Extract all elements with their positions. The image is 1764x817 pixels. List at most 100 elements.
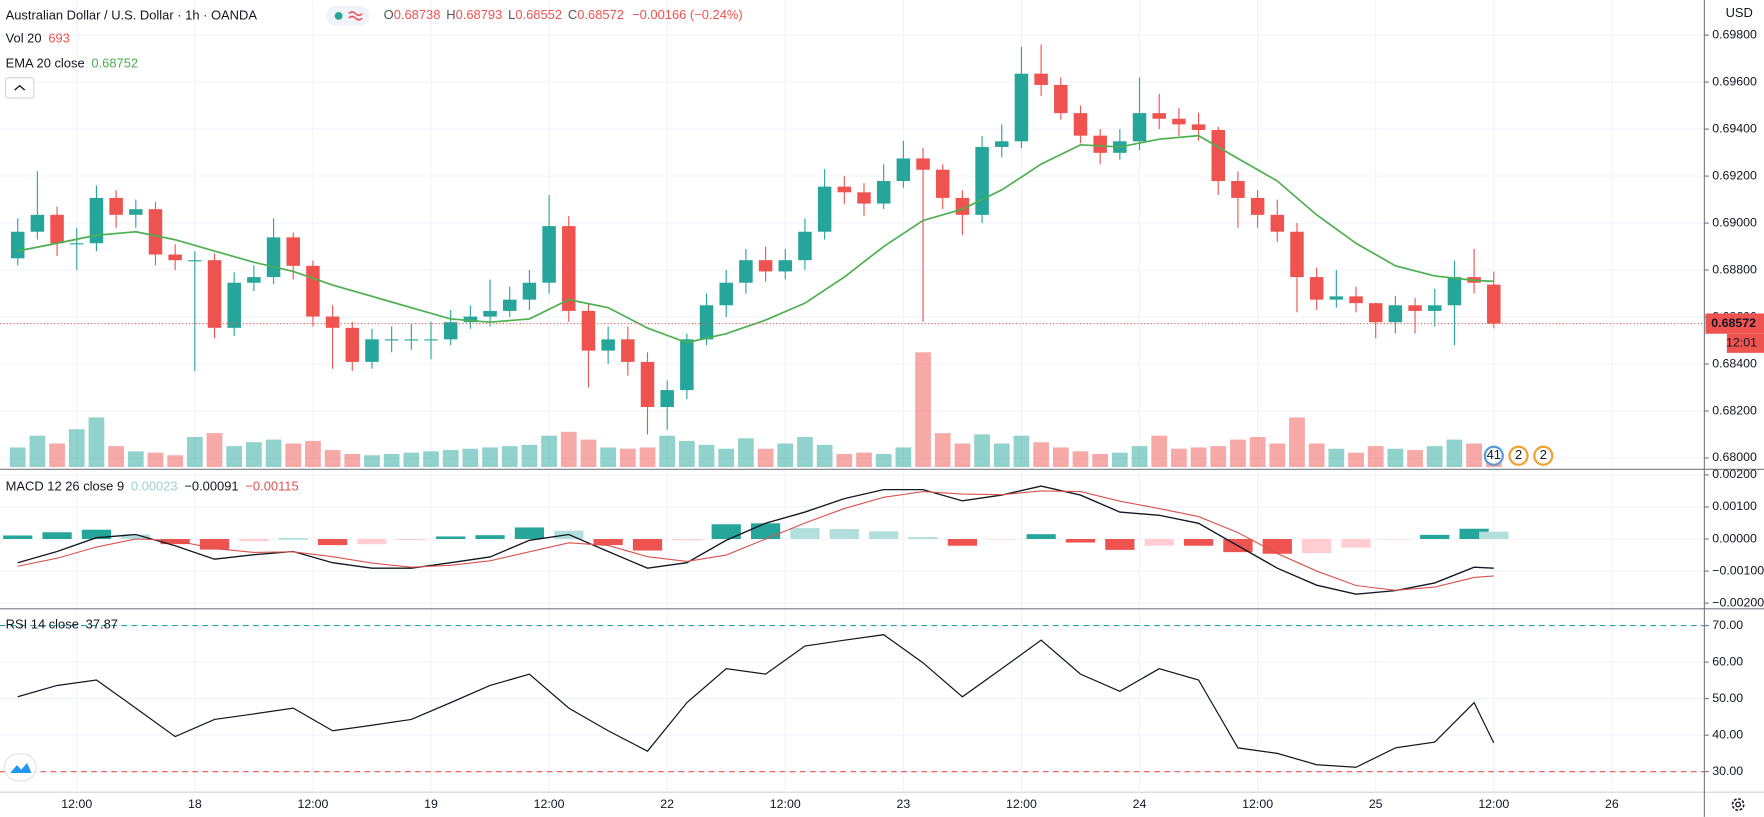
y-tick-label: 0.68200 — [1712, 403, 1757, 417]
volume-bar — [246, 442, 262, 467]
candle-body — [876, 181, 891, 204]
rsi-line — [17, 634, 1495, 768]
volume-bar — [1013, 435, 1030, 467]
candle-body — [365, 339, 379, 362]
macd-histogram-bar — [1302, 539, 1332, 554]
volume-bar — [678, 440, 695, 467]
event-badge — [1508, 445, 1529, 466]
y-tick-label: 0.69000 — [1712, 215, 1757, 229]
macd-histogram-bar — [396, 539, 426, 540]
macd-histogram-bar — [278, 538, 308, 540]
volume-bar — [1033, 442, 1050, 467]
collapse-legend-button[interactable] — [5, 77, 35, 99]
candle-body — [463, 316, 478, 323]
candle-body — [286, 237, 300, 266]
macd-histogram-bar — [1479, 531, 1509, 539]
candle-body — [1250, 197, 1265, 215]
volume-bar — [521, 444, 538, 467]
volume-bar — [934, 433, 951, 467]
macd-histogram-bar — [514, 527, 545, 539]
macd-histogram-bar — [121, 534, 151, 539]
candle-body — [758, 260, 773, 272]
candle-body — [1349, 296, 1363, 304]
macd-legend-value: −0.00091 — [184, 479, 238, 494]
x-tick-label: 12:00 — [1006, 797, 1037, 811]
candle-body — [857, 192, 871, 204]
candle-body — [50, 214, 64, 244]
logo[interactable] — [3, 753, 37, 782]
macd-histogram-bar — [199, 539, 230, 550]
x-tick-label: 12:00 — [61, 797, 92, 811]
macd-histogram-bar — [239, 539, 269, 542]
y-tick-label: 40.00 — [1712, 727, 1743, 741]
volume-bar — [915, 352, 931, 467]
candle-body — [325, 316, 340, 328]
settings-icon[interactable] — [1731, 798, 1745, 811]
candle-body — [1270, 214, 1285, 232]
rsi-legend-value: 37.87 — [86, 617, 118, 632]
volume-bar — [659, 435, 676, 467]
y-tick-label: 0.00000 — [1712, 531, 1757, 545]
candle-body — [1309, 277, 1324, 300]
volume-bar — [600, 447, 617, 467]
y-tick-label: −0.00100 — [1712, 563, 1764, 577]
currency-label[interactable]: USD — [1726, 5, 1753, 20]
volume-bar — [108, 446, 124, 467]
candle-body — [89, 197, 104, 244]
volume-bar — [226, 446, 243, 467]
macd-line — [17, 485, 1494, 595]
y-tick-label: 0.68400 — [1712, 356, 1757, 370]
y-tick-label: 0.68800 — [1712, 262, 1757, 276]
macd-histogram-bar — [1144, 539, 1174, 546]
y-tick-label: 0.69200 — [1712, 168, 1757, 182]
macd-histogram-bar — [711, 524, 741, 539]
y-tick-label: 0.00200 — [1712, 467, 1757, 481]
axes: 12:00 18 12:00 19 12:00 22 12:00 23 12:00 24 12:00… — [61, 27, 1764, 811]
countdown-badge — [1726, 333, 1764, 353]
event-badge-label: 41 — [1487, 447, 1501, 462]
candle-body — [1388, 305, 1403, 323]
candle-body — [1329, 296, 1344, 300]
volume-bar — [1387, 448, 1404, 467]
volume-bar — [1269, 443, 1286, 467]
volume-bar — [364, 455, 380, 467]
volume-bar — [1407, 450, 1423, 467]
candle-body — [817, 186, 832, 232]
plot-layer: 41 2 2 — [0, 44, 1705, 773]
candle-body — [1231, 181, 1245, 198]
y-tick-label: 50.00 — [1712, 691, 1743, 705]
volume-bar — [718, 448, 735, 467]
volume-bar — [777, 443, 794, 467]
volume-bar — [895, 447, 912, 467]
ohlc-value: 0.68572 — [577, 7, 624, 22]
rsi-legend-name: RSI 14 close — [6, 617, 79, 632]
candle-body — [719, 282, 733, 306]
candle-body — [562, 226, 576, 311]
y-tick-label: 0.69400 — [1712, 121, 1757, 135]
volume-bar — [1348, 452, 1364, 467]
candle-body — [1290, 231, 1304, 278]
market-open-dot — [334, 11, 343, 20]
ohlc-value: 0.68738 — [394, 7, 441, 22]
candle-body — [935, 169, 950, 198]
candle-body — [148, 209, 163, 255]
candle-body — [1211, 130, 1226, 182]
candle-body — [188, 260, 202, 262]
volume-bar — [541, 435, 557, 467]
volume-bar — [9, 447, 26, 467]
candle-body — [1152, 113, 1166, 119]
volume-bar — [403, 452, 420, 467]
y-tick-label: 30.00 — [1712, 764, 1743, 778]
macd-histogram-bar — [3, 535, 33, 539]
x-tick-label: 19 — [424, 797, 438, 811]
volume-bar — [49, 443, 65, 467]
volume-bar — [127, 451, 144, 467]
candle-body — [404, 339, 419, 341]
candle-body — [660, 390, 674, 407]
macd-histogram-bar — [317, 539, 348, 546]
candle-body — [109, 197, 123, 215]
macd-histogram-bar — [160, 539, 190, 545]
macd-histogram-bar — [869, 531, 899, 539]
